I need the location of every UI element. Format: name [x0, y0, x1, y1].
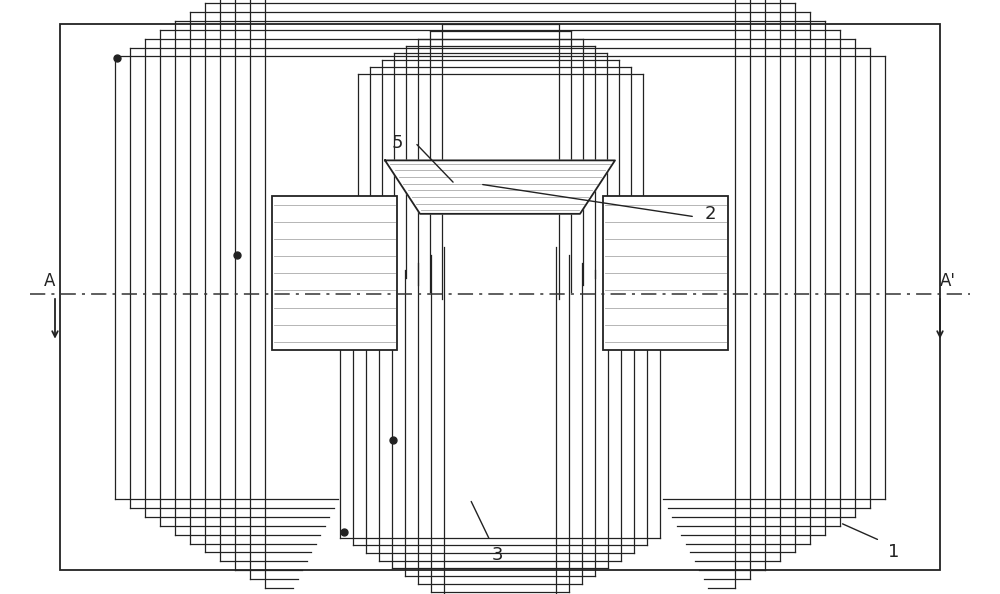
Text: A: A: [44, 272, 55, 290]
Bar: [60, 24, 940, 570]
Bar: [603, 196, 728, 350]
Text: A': A': [940, 272, 956, 290]
Polygon shape: [385, 160, 615, 214]
Text: 2: 2: [705, 205, 716, 223]
Text: 1: 1: [888, 543, 899, 561]
Text: 3: 3: [491, 546, 503, 564]
Bar: [272, 196, 397, 350]
Text: 5: 5: [392, 134, 403, 151]
